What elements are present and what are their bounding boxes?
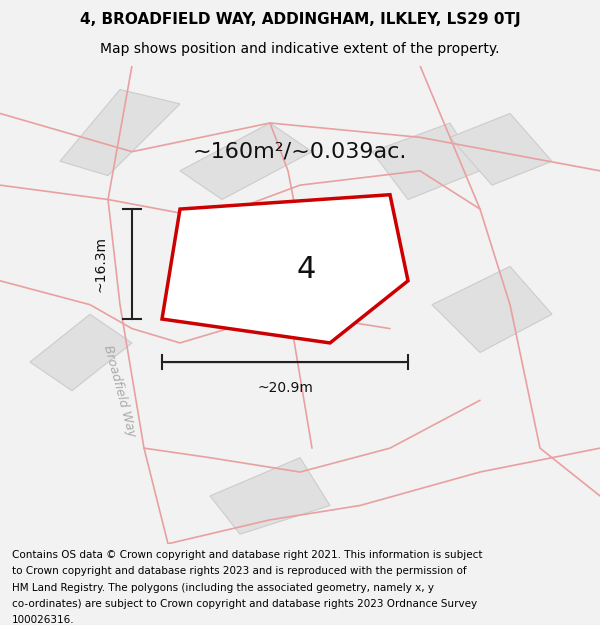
Polygon shape (372, 123, 480, 199)
Polygon shape (432, 266, 552, 352)
Text: Map shows position and indicative extent of the property.: Map shows position and indicative extent… (100, 42, 500, 56)
Text: 4: 4 (296, 255, 316, 284)
Text: ~20.9m: ~20.9m (257, 381, 313, 395)
Text: 100026316.: 100026316. (12, 615, 74, 625)
Text: HM Land Registry. The polygons (including the associated geometry, namely x, y: HM Land Registry. The polygons (includin… (12, 582, 434, 592)
Polygon shape (450, 114, 552, 185)
Text: co-ordinates) are subject to Crown copyright and database rights 2023 Ordnance S: co-ordinates) are subject to Crown copyr… (12, 599, 477, 609)
Polygon shape (60, 89, 180, 176)
Polygon shape (30, 314, 132, 391)
Polygon shape (180, 123, 312, 199)
Polygon shape (162, 195, 408, 343)
Polygon shape (210, 458, 330, 534)
Text: ~16.3m: ~16.3m (94, 236, 108, 292)
Text: Contains OS data © Crown copyright and database right 2021. This information is : Contains OS data © Crown copyright and d… (12, 550, 482, 560)
Text: ~160m²/~0.039ac.: ~160m²/~0.039ac. (193, 142, 407, 162)
Text: to Crown copyright and database rights 2023 and is reproduced with the permissio: to Crown copyright and database rights 2… (12, 566, 467, 576)
Text: Broadfield Way: Broadfield Way (101, 343, 139, 438)
Text: 4, BROADFIELD WAY, ADDINGHAM, ILKLEY, LS29 0TJ: 4, BROADFIELD WAY, ADDINGHAM, ILKLEY, LS… (80, 12, 520, 27)
